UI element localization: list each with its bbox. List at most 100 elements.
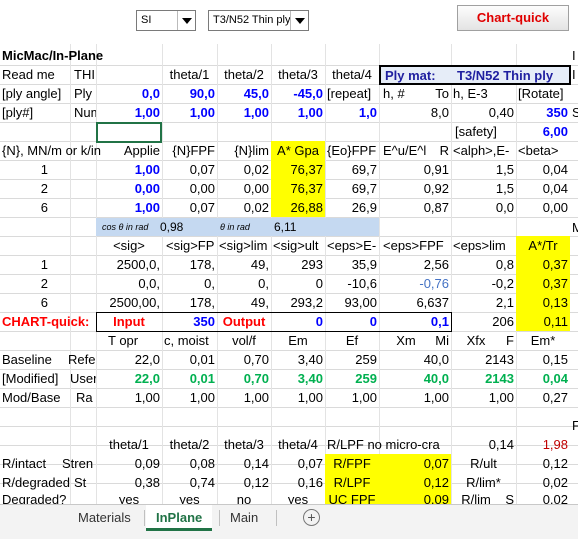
tab-divider — [219, 510, 220, 526]
toolbar: SI T3/N52 Thin ply Chart-quick — [0, 0, 578, 44]
user-t-opr[interactable]: 22,0 — [134, 371, 160, 386]
cell: yes — [118, 492, 140, 504]
tab-main[interactable]: Main — [230, 510, 259, 525]
cell: <eps>FPF — [383, 238, 444, 253]
cell: {Eo}FPF — [327, 143, 377, 158]
cell: R/FPF — [325, 454, 379, 473]
ply-mat-value: T3/N52 Thin ply — [457, 68, 554, 83]
output-label: Output — [222, 314, 266, 329]
ply-num-3[interactable]: 1,00 — [243, 105, 269, 120]
output-value-1: 0 — [315, 314, 323, 329]
cell: 0,16 — [297, 475, 323, 490]
cell: 0,09 — [379, 490, 451, 504]
user-xfx[interactable]: 2143 — [485, 371, 514, 386]
cell: 0,07 — [189, 162, 215, 177]
cell: 0,12 — [379, 473, 451, 492]
cell: 293 — [301, 257, 323, 272]
user-em-star[interactable]: 0,04 — [542, 371, 568, 386]
cos-label: cos θ in rad — [102, 222, 149, 232]
cell: Stren — [62, 456, 94, 471]
cell: 0, — [204, 276, 215, 291]
cell: 1,00 — [488, 390, 514, 405]
cell: E^u/E^l — [383, 143, 427, 158]
spreadsheet-grid[interactable]: MicMac/In-Plane I Read me THI theta/1 th… — [0, 44, 578, 504]
cell: 0,00 — [189, 181, 215, 196]
material-select-value: T3/N52 Thin ply — [213, 14, 291, 26]
ply-angle-2[interactable]: 90,0 — [189, 86, 215, 101]
user-volf[interactable]: 0,70 — [243, 371, 269, 386]
active-cell-selection[interactable] — [96, 122, 162, 143]
chart-quick-box — [96, 312, 452, 332]
cell: 0,02 — [542, 475, 568, 490]
cell: THI — [74, 67, 95, 82]
ply-angle-1[interactable]: 0,0 — [141, 86, 160, 101]
cell: {N}, MN/m or k/in — [2, 143, 101, 158]
cell: 1,00 — [134, 390, 160, 405]
cell: User — [70, 371, 96, 386]
cell: <alph>,E- — [453, 143, 510, 158]
tab-materials[interactable]: Materials — [78, 510, 131, 525]
cell: 26,9 — [351, 200, 377, 215]
cell: 2,1 — [495, 295, 514, 310]
cell: 0,74 — [189, 475, 215, 490]
ply-num-4[interactable]: 1,00 — [297, 105, 323, 120]
cell: -10,6 — [347, 276, 377, 291]
chevron-down-icon[interactable] — [177, 11, 195, 30]
input-value[interactable]: 350 — [193, 314, 215, 329]
cell: <sig>ult — [273, 238, 319, 253]
cell: R/ult — [470, 456, 497, 471]
cell: 0,07 — [297, 456, 323, 471]
input-label: Input — [113, 314, 145, 329]
cell: [Rotate] — [518, 86, 564, 101]
cell: <sig> — [113, 238, 145, 253]
plus-circle-icon[interactable]: + — [303, 509, 320, 526]
cell: R/lim — [461, 492, 491, 504]
cell: 259 — [355, 352, 377, 367]
cell: 6 — [40, 295, 48, 310]
cell: Em — [288, 333, 308, 348]
cell: Ef — [345, 333, 359, 348]
units-select[interactable]: SI — [136, 10, 196, 31]
cell: 1,5 — [495, 181, 514, 196]
theta-label: θ in rad — [220, 222, 250, 232]
cell: St — [74, 475, 87, 490]
applied-n2[interactable]: 0,00 — [134, 181, 160, 196]
cell: 0,02 — [243, 162, 269, 177]
cell: 0,12 — [243, 475, 269, 490]
cell: R/intact — [2, 456, 47, 471]
ply-num-2[interactable]: 1,00 — [189, 105, 215, 120]
cell: 69,7 — [351, 181, 377, 196]
cell: 0 — [315, 276, 323, 291]
applied-n6[interactable]: 1,00 — [134, 200, 160, 215]
ply-angle-3[interactable]: 45,0 — [243, 86, 269, 101]
header-theta1: theta/1 — [169, 67, 210, 82]
ply-num-1[interactable]: 1,00 — [134, 105, 160, 120]
read-me-cell[interactable]: Read me — [2, 67, 55, 82]
cell: <eps>E- — [327, 238, 377, 253]
cell: 0,02 — [542, 492, 568, 504]
applied-n1[interactable]: 1,00 — [134, 162, 160, 177]
user-ef[interactable]: 259 — [355, 371, 377, 386]
cell: R/LPF — [325, 473, 379, 492]
cell: 0,0, — [138, 276, 160, 291]
user-xm[interactable]: 40,0 — [423, 371, 449, 386]
cell: -0,76 — [419, 276, 449, 291]
chevron-down-icon[interactable] — [290, 11, 308, 30]
user-em[interactable]: 3,40 — [297, 371, 323, 386]
cell: c, moist — [164, 333, 209, 348]
material-select[interactable]: T3/N52 Thin ply — [208, 10, 309, 31]
cell-edge: I — [572, 48, 576, 63]
repeat-value[interactable]: 1,0 — [358, 105, 377, 120]
tab-inplane[interactable]: InPlane — [146, 505, 213, 531]
rotate-value[interactable]: 350 — [546, 105, 568, 120]
cell: 1,98 — [542, 437, 568, 452]
cell: no — [236, 492, 252, 504]
cell: theta/1 — [109, 437, 149, 452]
cell: 22,0 — [134, 352, 160, 367]
user-moist[interactable]: 0,01 — [189, 371, 215, 386]
cell: 2500,0, — [116, 257, 160, 272]
safety-value[interactable]: 6,00 — [542, 124, 568, 139]
ply-angle-4[interactable]: -45,0 — [293, 86, 323, 101]
chart-quick-button[interactable]: Chart-quick — [457, 5, 569, 31]
cell: vol/f — [232, 333, 256, 348]
